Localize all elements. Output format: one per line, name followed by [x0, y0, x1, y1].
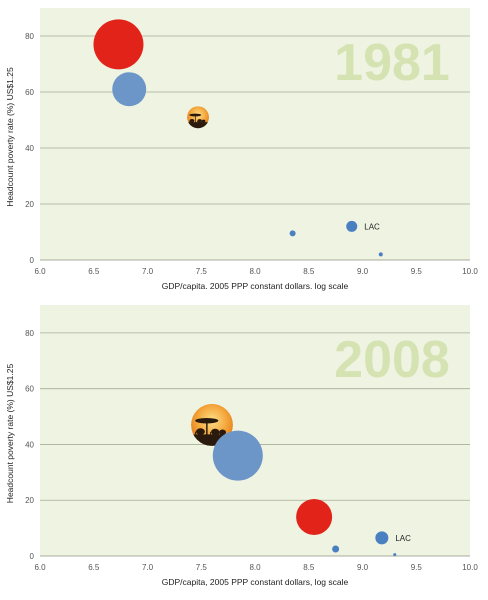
y-axis-title: Headcount poverty rate (%) US$1.25: [5, 67, 15, 207]
data-point: [212, 430, 263, 481]
elephant-silhouette: [218, 429, 227, 436]
x-tick-labels: 6.0 6.5 7.0 7.5 8.0 8.5 9.0 9.5 10.0: [34, 267, 478, 276]
x-tick-labels: 6.0 6.5 7.0 7.5 8.0 8.5 9.0 9.5 10.0: [34, 563, 478, 572]
y-tick-label: 0: [30, 552, 35, 561]
savanna-ground: [187, 122, 210, 129]
x-tick-label: 6.0: [34, 267, 46, 276]
x-tick-label: 7.0: [142, 563, 154, 572]
savanna-ground: [191, 434, 233, 446]
x-axis-title: GDP/capita, 2005 PPP constant dollars, l…: [162, 577, 349, 587]
y-axis-title: Headcount poverty rate (%) US$1.25: [5, 364, 15, 504]
bubble-series: LAC: [191, 403, 411, 557]
elephant-trunk: [197, 120, 198, 123]
x-tick-label: 6.5: [88, 563, 100, 572]
data-point-label: LAC: [395, 534, 411, 543]
elephant-silhouette: [196, 428, 205, 436]
y-tick-label: 60: [25, 385, 34, 394]
elephant-trunk: [201, 121, 202, 123]
x-tick-label: 9.5: [411, 563, 423, 572]
africa-savanna-icon: [187, 106, 210, 129]
y-tick-label: 20: [25, 496, 34, 505]
year-watermark: 2008: [334, 331, 450, 389]
x-tick-label: 10.0: [462, 267, 478, 276]
x-tick-label: 8.0: [249, 267, 261, 276]
x-tick-label: 7.0: [142, 267, 154, 276]
elephant-silhouette: [197, 119, 202, 123]
bubble-series: LAC: [93, 19, 383, 257]
data-point: [393, 553, 397, 557]
x-tick-label: 6.0: [34, 563, 46, 572]
data-point-label: LAC: [364, 222, 380, 231]
data-point: [289, 230, 296, 237]
x-tick-label: 8.5: [303, 563, 315, 572]
y-tick-labels: 0 20 40 60 80: [25, 32, 34, 265]
x-tick-label: 9.0: [357, 267, 369, 276]
y-tick-label: 20: [25, 200, 34, 209]
elephant-silhouette: [201, 119, 206, 123]
data-point: [296, 498, 333, 535]
chart-panel-2008: LAC 2008 0 20 40 60 80 6.0 6.5 7.0 7.5 8.0 8.5 9.0…: [5, 305, 478, 587]
plot-area: [40, 305, 470, 556]
africa-savanna-icon: [191, 403, 233, 446]
elephant-trunk: [189, 120, 190, 123]
tree-canopy: [195, 417, 219, 424]
x-tick-label: 8.5: [303, 267, 315, 276]
y-tick-label: 60: [25, 88, 34, 97]
x-tick-label: 6.5: [88, 267, 100, 276]
tree-trunk: [206, 421, 208, 436]
y-tick-label: 80: [25, 32, 34, 41]
tree-canopy: [189, 113, 202, 117]
x-tick-label: 9.5: [411, 267, 423, 276]
x-tick-label: 8.0: [249, 563, 261, 572]
elephant-silhouette: [189, 118, 195, 123]
y-tick-label: 40: [25, 144, 34, 153]
x-tick-label: 9.0: [357, 563, 369, 572]
y-tick-label: 80: [25, 329, 34, 338]
data-point: [93, 19, 144, 70]
elephant-trunk: [210, 431, 212, 436]
x-tick-label: 10.0: [462, 563, 478, 572]
y-tick-label: 40: [25, 440, 34, 449]
data-point: [112, 72, 147, 107]
y-tick-labels: 0 20 40 60 80: [25, 329, 34, 561]
elephant-trunk: [195, 431, 197, 436]
x-tick-label: 7.5: [196, 563, 208, 572]
year-watermark: 1981: [334, 34, 450, 92]
x-axis-title: GDP/capita. 2005 PPP constant dollars. l…: [162, 281, 349, 291]
x-tick-label: 7.5: [196, 267, 208, 276]
data-point: [332, 545, 340, 553]
chart-panel-1981: LAC 1981 0 20 40 60 80 6.0 6.5 7.0 7.5 8.0 8.5 9.0…: [5, 8, 478, 291]
elephant-trunk: [218, 432, 220, 436]
y-tick-label: 0: [30, 256, 35, 265]
elephant-silhouette: [211, 428, 220, 436]
data-point: [375, 531, 389, 545]
data-point: [346, 220, 358, 232]
tree-trunk: [194, 115, 196, 123]
data-point: [378, 252, 383, 257]
